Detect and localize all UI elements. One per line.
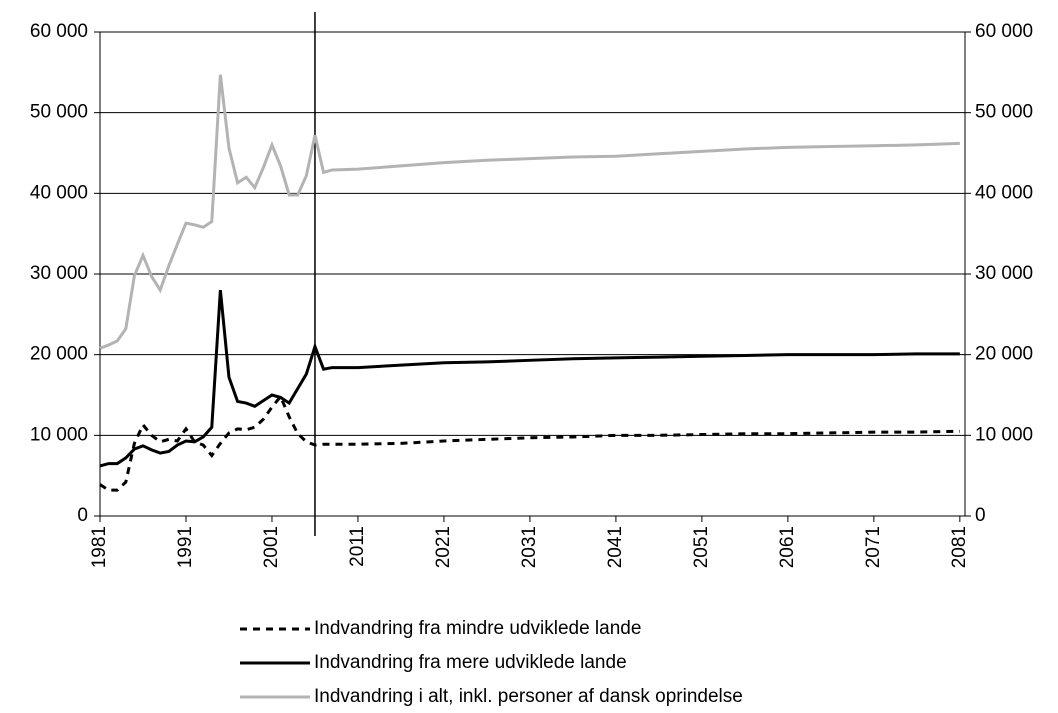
legend-label: Indvandring fra mere udviklede lande (314, 652, 627, 673)
y2-tick-label: 20 000 (975, 344, 1033, 365)
x-tick-label: 2051 (691, 526, 712, 568)
series-line (99, 393, 960, 492)
y-tick-label: 60 000 (30, 21, 88, 42)
y-tick-label: 30 000 (30, 263, 88, 284)
y2-tick-label: 50 000 (975, 102, 1033, 123)
x-tick-label: 2021 (433, 526, 454, 568)
x-tick-label: 1991 (175, 526, 196, 568)
y2-tick-label: 60 000 (975, 21, 1033, 42)
x-tick-label: 2011 (347, 526, 368, 567)
series-line (99, 289, 960, 468)
x-tick-label: 2001 (261, 526, 282, 568)
y-tick-label: 40 000 (30, 182, 88, 203)
y-tick-label: 0 (77, 505, 88, 526)
x-tick-label: 2041 (605, 526, 626, 568)
y-tick-label: 20 000 (30, 344, 88, 365)
y2-tick-label: 40 000 (975, 182, 1033, 203)
legend-label: Indvandring i alt, inkl. personer af dan… (314, 686, 743, 707)
x-tick-label: 2071 (863, 526, 884, 568)
y2-tick-label: 30 000 (975, 263, 1033, 284)
x-tick-label: 1981 (89, 526, 110, 568)
x-tick-label: 2061 (777, 526, 798, 568)
y-tick-label: 10 000 (30, 424, 88, 445)
y2-tick-label: 0 (975, 505, 986, 526)
series-line (99, 74, 960, 350)
legend-label: Indvandring fra mindre udviklede lande (314, 618, 641, 639)
x-tick-label: 2081 (949, 526, 970, 568)
y-tick-label: 50 000 (30, 102, 88, 123)
y2-tick-label: 10 000 (975, 424, 1033, 445)
x-tick-label: 2031 (519, 526, 540, 568)
